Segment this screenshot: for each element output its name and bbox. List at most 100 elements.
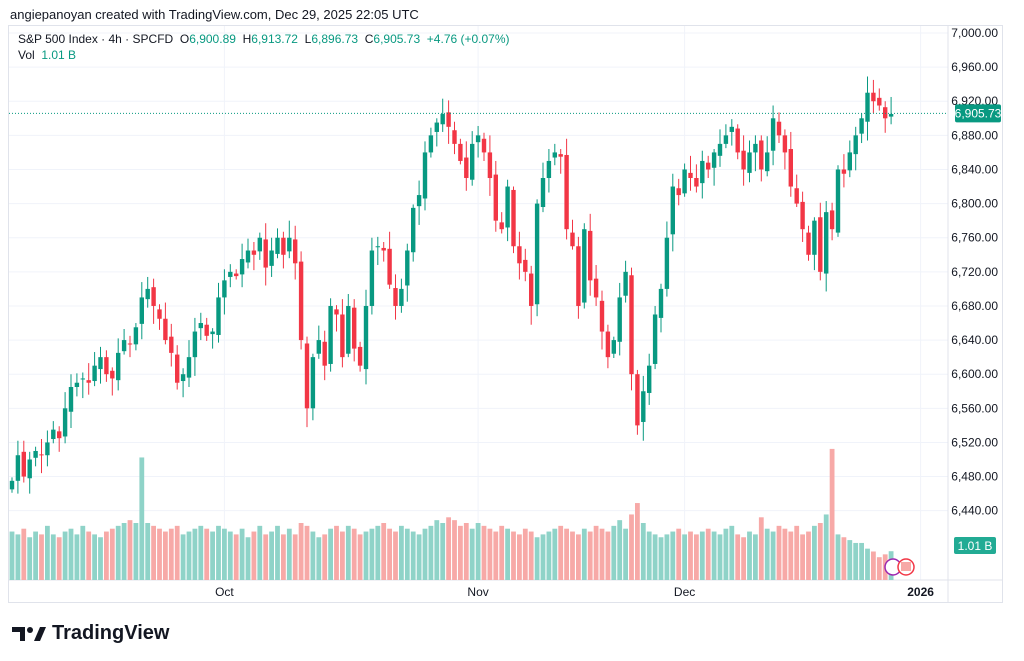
volume-bar (629, 514, 634, 580)
volume-bar (646, 531, 652, 580)
high-value: 6,913.72 (251, 32, 298, 46)
symbol-legend: S&P 500 Index · 4h · SPCFD O6,900.89 H6,… (18, 31, 510, 63)
price-tick-label: 6,880.00 (951, 128, 998, 142)
candle-body (776, 121, 782, 136)
volume-bar (422, 528, 428, 580)
candle-body (340, 314, 345, 358)
candle-body (298, 261, 304, 341)
volume-bar (257, 525, 263, 580)
candle-body (139, 297, 144, 324)
candle-body (824, 212, 829, 274)
candle-body (33, 450, 38, 458)
volume-bar (694, 534, 699, 580)
candle-body (523, 259, 528, 272)
last-volume-label: 1.01 B (958, 539, 993, 553)
volume-bar (357, 534, 363, 580)
volume-bar (463, 523, 469, 580)
volume-bar (593, 525, 599, 580)
volume-bar (375, 525, 381, 580)
volume-bar (363, 531, 369, 580)
volume-bar (74, 534, 80, 580)
candle-body (593, 278, 599, 298)
candle-body (15, 455, 21, 481)
candle-body (641, 391, 646, 422)
last-price-badge (955, 104, 1001, 123)
volume-bar (251, 531, 257, 580)
last-price-label: 6,905.73 (955, 106, 1002, 120)
volume-bar (192, 528, 198, 580)
volume-bar (522, 528, 528, 580)
volume-bar (216, 525, 221, 580)
candle-body (694, 178, 699, 187)
volume-bar (829, 448, 835, 580)
volume-bar (493, 531, 499, 580)
candle-body (475, 135, 481, 143)
candle-body (287, 237, 292, 252)
candle-body (92, 365, 97, 382)
candle-body (723, 135, 729, 144)
volume-bar (552, 528, 558, 580)
candle-body (617, 297, 622, 342)
candle-body (493, 174, 498, 221)
candle-body (316, 340, 321, 354)
volume-bar (841, 537, 847, 580)
candle-body (558, 154, 563, 157)
candle-body (847, 152, 852, 171)
candle-body (186, 357, 192, 378)
candle-body (800, 201, 805, 230)
volume-bar (812, 525, 817, 580)
candle-body (116, 352, 121, 381)
volume-bar (340, 531, 345, 580)
volume-bar (770, 531, 776, 580)
volume-bar (21, 528, 27, 580)
volume-bar (434, 520, 440, 580)
candle-body (647, 365, 652, 393)
candle-body (45, 442, 50, 456)
candle-body (239, 259, 245, 275)
volume-bar (174, 525, 180, 580)
volume-bar (688, 531, 693, 580)
volume-bar (658, 537, 664, 580)
volume-bar (481, 525, 487, 580)
candle-body (658, 288, 664, 318)
tradingview-logo[interactable]: TradingView (12, 622, 169, 645)
volume-bar (369, 528, 375, 580)
volume-bar (776, 525, 782, 580)
volume-bar (723, 528, 729, 580)
volume-bar (310, 531, 316, 580)
candle-body (27, 459, 32, 479)
candle-body (151, 287, 156, 306)
time-tick-label: 2026 (907, 585, 934, 599)
candle-body (788, 149, 793, 187)
logo-text: TradingView (52, 622, 170, 644)
volume-bar (788, 531, 794, 580)
candle-body (405, 250, 410, 286)
last-volume-badge (954, 537, 996, 554)
volume-bar (511, 531, 516, 580)
volume-bar (499, 525, 505, 580)
price-tick-label: 6,440.00 (951, 504, 998, 518)
candle-body (841, 169, 847, 174)
volume-bar (753, 534, 758, 580)
symbol-title[interactable]: S&P 500 Index · 4h · SPCFD (18, 32, 174, 46)
price-tick-label: 6,800.00 (951, 197, 998, 211)
volume-bar (186, 531, 192, 580)
candle-body (676, 188, 681, 196)
volume-bar (652, 534, 658, 580)
volume-bar (292, 534, 298, 580)
volume-bar (835, 534, 841, 580)
candle-body (51, 429, 56, 440)
volume-bar (416, 534, 422, 580)
volume-bar (758, 517, 764, 580)
candle-body (717, 143, 723, 156)
volume-bar (381, 523, 387, 580)
volume-bar (33, 531, 38, 580)
open-label: O (179, 32, 190, 46)
volume-bar (133, 523, 139, 580)
candle-body (422, 152, 428, 199)
volume-bar (15, 534, 21, 580)
volume-bar (735, 534, 741, 580)
candle-body (387, 248, 392, 285)
candle-body (871, 92, 876, 102)
